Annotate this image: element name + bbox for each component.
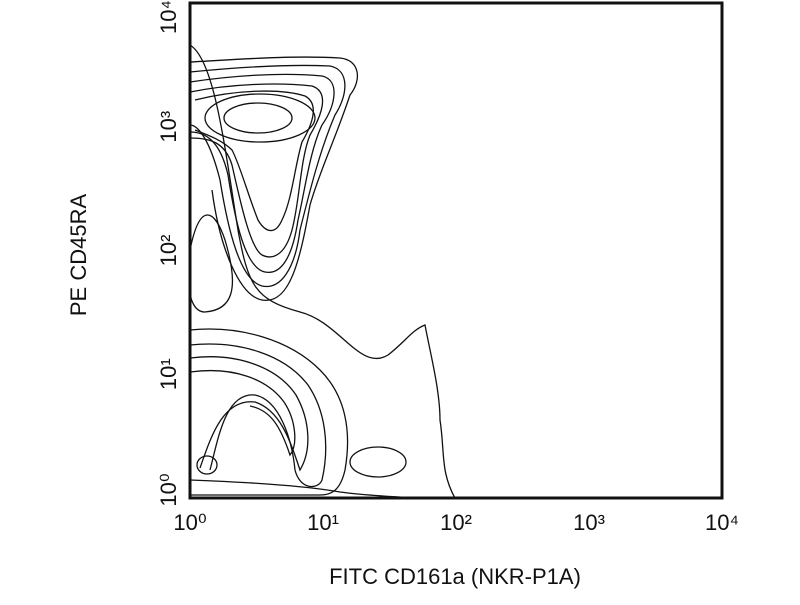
contour-line xyxy=(204,93,316,143)
contours xyxy=(190,44,456,498)
contour-line xyxy=(190,83,324,258)
y-tick-label: 10⁰ xyxy=(156,473,181,506)
contour-line xyxy=(194,90,314,232)
contour-line xyxy=(190,369,296,457)
contour-line xyxy=(190,44,456,498)
x-tick-label: 10¹ xyxy=(307,510,339,535)
contour-line xyxy=(196,455,218,475)
x-tick-label: 10² xyxy=(440,510,472,535)
contour-line xyxy=(190,64,346,288)
y-tick-label: 10³ xyxy=(156,111,181,143)
y-tick-label: 10¹ xyxy=(156,358,181,390)
contour-line xyxy=(190,343,327,488)
contour-line xyxy=(190,56,359,301)
y-tick-label: 10⁴ xyxy=(156,0,181,34)
contour-line xyxy=(223,102,293,134)
plot-frame xyxy=(188,1,724,500)
x-tick-label: 10⁴ xyxy=(705,510,739,535)
contour-line xyxy=(190,73,335,273)
x-axis-label: FITC CD161a (NKR-P1A) xyxy=(329,564,581,589)
contour-line xyxy=(190,356,309,472)
x-tick-label: 10³ xyxy=(573,510,605,535)
y-tick-label: 10² xyxy=(156,235,181,267)
contour-line xyxy=(190,214,234,313)
x-tick-label: 10⁰ xyxy=(173,510,206,535)
contour-line xyxy=(190,328,349,496)
contour-line xyxy=(349,446,407,478)
y-axis-label: PE CD45RA xyxy=(66,194,91,317)
